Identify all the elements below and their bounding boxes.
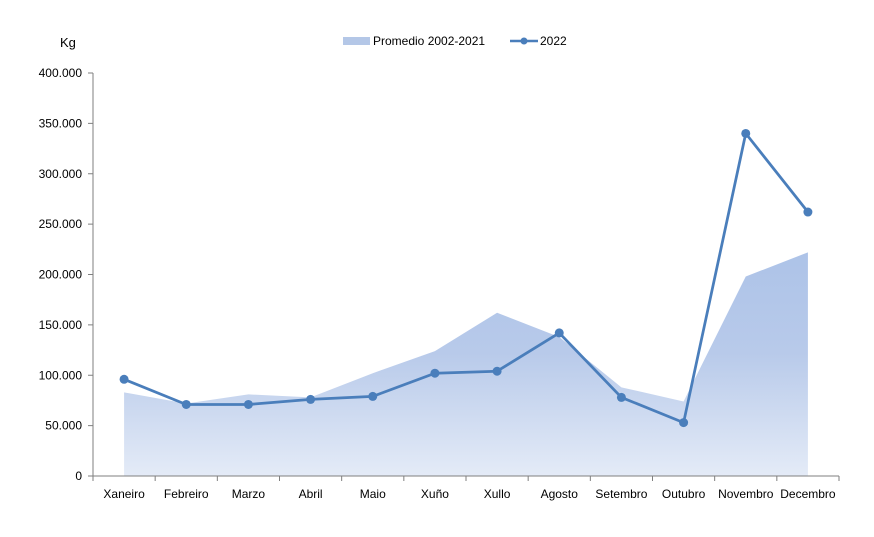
x-tick-label: Agosto xyxy=(541,487,579,501)
x-tick-label: Novembro xyxy=(718,487,774,501)
x-tick-label: Outubro xyxy=(662,487,706,501)
legend-swatch-2022-marker xyxy=(520,37,528,45)
y-tick-label: 400.000 xyxy=(39,66,83,80)
y-tick-label: 200.000 xyxy=(39,268,83,282)
data-point-2022 xyxy=(492,366,502,376)
x-tick-label: Marzo xyxy=(232,487,266,501)
x-tick-label: Febreiro xyxy=(164,487,209,501)
x-tick-label: Decembro xyxy=(780,487,836,501)
data-point-2022 xyxy=(803,207,813,217)
data-point-2022 xyxy=(119,374,129,384)
x-tick-label: Maio xyxy=(360,487,386,501)
data-point-2022 xyxy=(181,399,191,409)
legend-label-2022: 2022 xyxy=(540,34,567,48)
x-tick-label: Xaneiro xyxy=(103,487,145,501)
y-unit-label: Kg xyxy=(60,35,76,50)
y-tick-label: 0 xyxy=(75,469,82,483)
plot-area: 0 50.000 100.000 150.000 200.000 250.000 300.0… xyxy=(39,66,840,501)
data-point-2022 xyxy=(368,391,378,401)
data-point-2022 xyxy=(554,328,564,338)
data-point-2022 xyxy=(243,399,253,409)
data-point-2022 xyxy=(741,128,751,138)
x-tick-label: Setembro xyxy=(595,487,647,501)
area-series-promedio xyxy=(124,252,808,476)
legend-label-promedio: Promedio 2002-2021 xyxy=(373,34,485,48)
x-tick-label: Abril xyxy=(299,487,323,501)
legend: Promedio 2002-2021 2022 xyxy=(343,34,567,48)
y-tick-label: 150.000 xyxy=(39,318,83,332)
data-point-2022 xyxy=(430,368,440,378)
y-tick-label: 50.000 xyxy=(45,419,82,433)
data-point-2022 xyxy=(679,418,689,428)
y-tick-label: 250.000 xyxy=(39,217,83,231)
y-tick-label: 300.000 xyxy=(39,167,83,181)
data-point-2022 xyxy=(306,394,316,404)
x-tick-label: Xuño xyxy=(421,487,449,501)
x-tick-label: Xullo xyxy=(484,487,511,501)
y-tick-label: 100.000 xyxy=(39,368,83,382)
line-series-2022 xyxy=(123,132,809,424)
y-tick-label: 350.000 xyxy=(39,116,83,130)
legend-swatch-promedio xyxy=(343,37,370,45)
data-point-2022 xyxy=(616,392,626,402)
